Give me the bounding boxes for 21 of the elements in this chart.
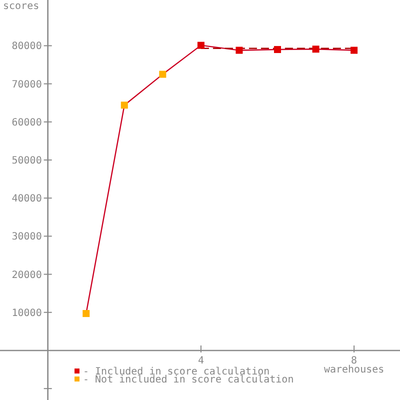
x-axis-title: warehouses	[324, 364, 384, 376]
point	[159, 70, 166, 78]
point	[236, 46, 243, 54]
y-tick-label: 10000	[12, 308, 42, 319]
y-tick-label: 60000	[12, 117, 42, 128]
y-tick-label: 50000	[12, 156, 42, 166]
y-tick-label: 20000	[12, 270, 42, 281]
y-tick-label: 30000	[12, 232, 42, 243]
point	[82, 310, 90, 318]
y-tick-label: 40000	[12, 194, 42, 205]
point	[274, 46, 282, 54]
y-axis-title: scores	[3, 1, 40, 12]
x-tick-label: 8	[351, 355, 358, 366]
y-tick-label: 70000	[12, 79, 42, 90]
point	[350, 46, 358, 54]
legend-label: - Not included in score calculation	[83, 374, 294, 386]
point	[120, 102, 128, 109]
x-tick-label: 4	[198, 355, 204, 366]
point	[312, 46, 320, 53]
point	[197, 42, 204, 49]
y-tick-label: 80000	[12, 41, 42, 52]
